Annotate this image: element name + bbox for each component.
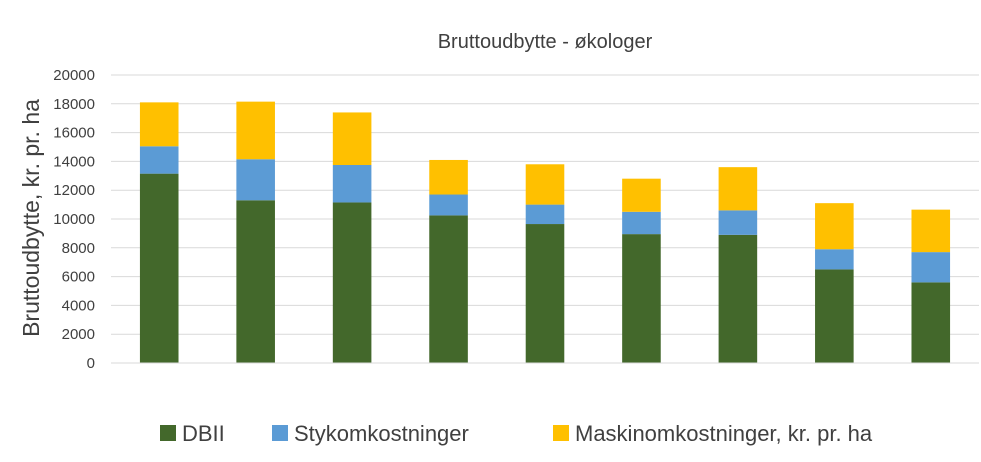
- bar-segment-series-1-cat-7: [718, 234, 758, 363]
- y-tick-label: 2000: [62, 326, 95, 343]
- bar-segment-series-2-cat-6: [622, 211, 661, 235]
- bar-segment-series-1-cat-6: [622, 234, 661, 363]
- bar-segment-series-3-cat-4: [429, 159, 468, 195]
- bar-segment-series-1-cat-3: [332, 202, 372, 363]
- y-tick-label: 18000: [53, 96, 95, 113]
- y-tick-label: 8000: [62, 240, 95, 257]
- legend-item-3: Maskinomkostninger, kr. pr. ha: [553, 421, 873, 446]
- legend-item-2: Stykomkostninger: [272, 421, 469, 446]
- legend-swatch: [553, 425, 569, 441]
- bar-segment-series-2-cat-7: [718, 210, 758, 235]
- bar-segment-series-3-cat-1: [139, 102, 179, 147]
- bar-segment-series-1-cat-1: [139, 173, 179, 363]
- bar-segment-series-3-cat-2: [236, 101, 275, 160]
- bar-segment-series-3-cat-7: [718, 167, 758, 211]
- bar-segment-series-3-cat-5: [525, 164, 565, 205]
- bar-segment-series-2-cat-8: [815, 249, 854, 270]
- legend-swatch: [272, 425, 288, 441]
- bars: [139, 101, 951, 363]
- bar-segment-series-1-cat-5: [525, 224, 565, 363]
- bar-segment-series-1-cat-9: [911, 282, 951, 363]
- y-tick-label: 14000: [53, 153, 95, 170]
- legend-label: Stykomkostninger: [294, 421, 469, 446]
- y-tick-label: 20000: [53, 67, 95, 84]
- bar-segment-series-3-cat-3: [332, 112, 372, 165]
- legend-swatch: [160, 425, 176, 441]
- bar-segment-series-1-cat-2: [236, 200, 275, 363]
- bar-segment-series-2-cat-5: [525, 204, 565, 225]
- legend: DBII Stykomkostninger Maskinomkostninger, …: [160, 421, 873, 446]
- y-tick-label: 4000: [62, 297, 95, 314]
- legend-label: DBII: [182, 421, 225, 446]
- bar-segment-series-3-cat-8: [815, 203, 854, 250]
- bar-segment-series-3-cat-6: [622, 178, 661, 212]
- y-axis-ticks: 0 2000 4000 6000 8000 10000 12000 14000 16000 180…: [53, 67, 95, 372]
- bar-segment-series-2-cat-1: [139, 146, 179, 174]
- bar-segment-series-2-cat-2: [236, 159, 275, 201]
- y-tick-label: 16000: [53, 125, 95, 142]
- y-tick-label: 6000: [62, 269, 95, 286]
- y-tick-label: 0: [87, 355, 95, 372]
- y-tick-label: 10000: [53, 211, 95, 228]
- y-axis-title: Bruttoudbytte, kr. pr. ha: [18, 99, 44, 337]
- bar-segment-series-2-cat-9: [911, 252, 951, 283]
- bar-segment-series-2-cat-3: [332, 165, 372, 203]
- legend-item-1: DBII: [160, 421, 225, 446]
- bar-segment-series-1-cat-8: [815, 269, 854, 363]
- bar-segment-series-1-cat-4: [429, 215, 468, 363]
- bar-segment-series-2-cat-4: [429, 194, 468, 216]
- chart-title: Bruttoudbytte - økologer: [438, 31, 653, 53]
- y-tick-label: 12000: [53, 182, 95, 199]
- legend-label: Maskinomkostninger, kr. pr. ha: [575, 421, 873, 446]
- bar-segment-series-3-cat-9: [911, 209, 951, 253]
